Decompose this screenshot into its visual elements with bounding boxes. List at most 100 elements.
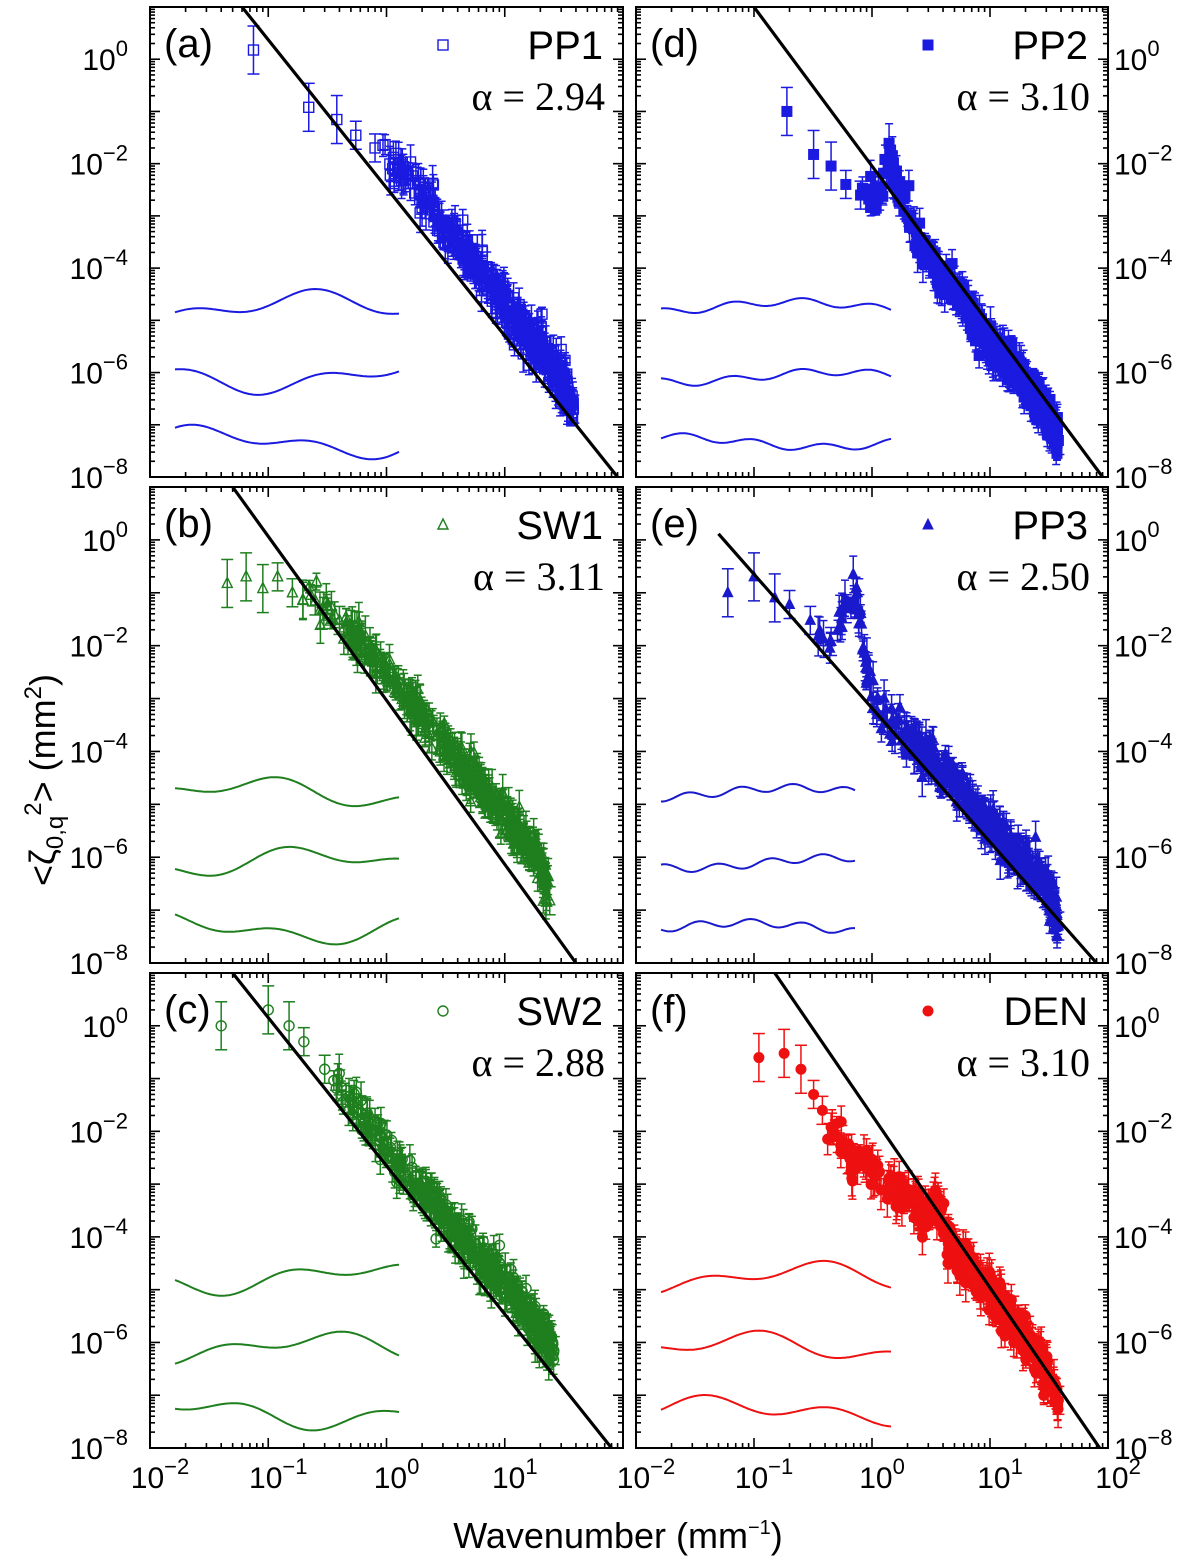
y-tick-label: 10−8 xyxy=(70,1425,128,1466)
legend-name-pp1: PP1 xyxy=(527,24,603,68)
y-tick-exponent: 0 xyxy=(116,1003,128,1028)
y-tick-label: 10−8 xyxy=(70,454,128,495)
y-tick-label: 10−6 xyxy=(70,834,128,875)
fit-line-pp1 xyxy=(240,7,619,477)
y-tick-exponent: −6 xyxy=(103,350,128,375)
y-tick-label: 10−6 xyxy=(70,350,128,391)
panel-tag-sw1: (b) xyxy=(164,502,213,546)
data-point xyxy=(247,44,260,56)
data-point xyxy=(463,253,475,265)
data-point xyxy=(415,706,429,720)
data-point xyxy=(517,824,531,837)
data-point xyxy=(414,178,427,190)
surface-profile xyxy=(174,368,400,396)
y-tick-base: 10 xyxy=(70,1116,103,1149)
data-point xyxy=(271,569,284,582)
data-point xyxy=(390,147,402,160)
y-tick-label: 100 xyxy=(82,36,128,77)
data-point xyxy=(437,734,450,748)
data-point xyxy=(507,817,521,831)
data-point xyxy=(355,628,369,641)
data-point xyxy=(404,689,417,702)
y-tick-exponent: −4 xyxy=(103,1214,128,1239)
inset-profiles-sw2 xyxy=(174,1263,400,1432)
y-tick-exponent: −2 xyxy=(103,623,128,648)
data-cloud-pp1 xyxy=(377,133,579,427)
y-tick-label: 100 xyxy=(82,517,128,558)
data-point xyxy=(286,585,299,598)
data-point xyxy=(543,358,556,371)
y-tick-exponent: 0 xyxy=(116,517,128,542)
y-tick-base: 10 xyxy=(70,1327,103,1360)
fit-line-sw1 xyxy=(231,487,578,963)
y-tick-base: 10 xyxy=(70,253,103,286)
x-tick-label: 10−1 xyxy=(249,1454,307,1495)
y-tick-label: 10−4 xyxy=(70,245,128,286)
data-point xyxy=(414,207,426,219)
data-point xyxy=(446,737,459,750)
data-point xyxy=(410,710,424,723)
data-point xyxy=(494,792,507,805)
y-tick-base: 10 xyxy=(70,462,103,495)
data-point xyxy=(333,612,346,626)
y-tick-base: 10 xyxy=(70,736,103,769)
data-point xyxy=(552,379,564,392)
data-point xyxy=(567,403,580,415)
plot-area-sw1 xyxy=(174,487,578,963)
data-point xyxy=(394,163,406,175)
y-tick-base: 10 xyxy=(70,631,103,664)
y-tick-base: 10 xyxy=(70,1222,103,1255)
data-point xyxy=(534,341,547,354)
data-point xyxy=(413,186,425,199)
data-point xyxy=(426,177,439,190)
y-tick-base: 10 xyxy=(70,842,103,875)
data-point xyxy=(487,283,499,295)
y-tick-base: 10 xyxy=(82,1011,115,1044)
data-point xyxy=(493,1239,506,1252)
y-tick-base: 10 xyxy=(70,149,103,182)
x-tick-label: 100 xyxy=(374,1454,420,1495)
data-point xyxy=(331,1073,344,1086)
data-cloud-sw1 xyxy=(296,572,555,920)
y-tick-exponent: −4 xyxy=(103,728,128,753)
y-tick-exponent: −8 xyxy=(103,454,128,479)
data-point xyxy=(461,236,474,248)
frame-sw1 xyxy=(149,486,624,964)
data-point xyxy=(501,299,514,312)
data-point xyxy=(543,893,556,906)
y-tick-label: 10−2 xyxy=(70,1108,128,1149)
data-cloud-sw2 xyxy=(328,1053,560,1381)
data-point xyxy=(310,574,323,587)
x-tick-label: 101 xyxy=(492,1454,538,1495)
y-tick-base: 10 xyxy=(70,948,103,981)
y-tick-exponent: −4 xyxy=(103,245,128,270)
data-points-sw1 xyxy=(221,552,556,916)
x-tick-label: 10−2 xyxy=(131,1454,189,1495)
data-point xyxy=(524,329,537,342)
alpha-label-pp1: α = 2.94 xyxy=(471,74,605,119)
data-point xyxy=(509,308,522,320)
data-point xyxy=(369,142,381,154)
y-tick-base: 10 xyxy=(82,44,115,77)
data-point xyxy=(437,218,449,230)
x-tick-base: 10 xyxy=(131,1462,164,1495)
surface-profile xyxy=(174,845,399,877)
data-point xyxy=(296,592,310,606)
data-point xyxy=(534,854,547,868)
surface-profile xyxy=(174,913,400,946)
alpha-label-sw1: α = 3.11 xyxy=(473,554,605,599)
data-point xyxy=(389,675,402,688)
data-point xyxy=(366,651,380,665)
data-point xyxy=(362,643,375,656)
x-tick-base: 10 xyxy=(249,1462,282,1495)
surface-profile xyxy=(174,776,400,808)
y-tick-exponent: −8 xyxy=(103,1425,128,1450)
data-point xyxy=(346,618,359,631)
y-tick-exponent: −2 xyxy=(103,1108,128,1133)
x-tick-exponent: −2 xyxy=(164,1454,189,1479)
data-point xyxy=(434,217,447,229)
